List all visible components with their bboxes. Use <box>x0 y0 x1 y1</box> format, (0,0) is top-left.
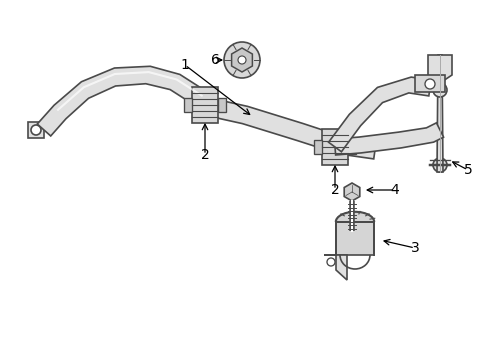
Circle shape <box>31 125 41 135</box>
Circle shape <box>327 258 335 266</box>
Circle shape <box>425 79 435 89</box>
Polygon shape <box>329 77 431 152</box>
Polygon shape <box>314 140 322 154</box>
Polygon shape <box>28 122 44 138</box>
Text: 2: 2 <box>200 148 209 162</box>
Text: 2: 2 <box>331 183 340 197</box>
Circle shape <box>433 83 447 97</box>
Polygon shape <box>324 255 347 280</box>
Text: 4: 4 <box>391 183 399 197</box>
Polygon shape <box>192 87 218 123</box>
Polygon shape <box>334 123 443 155</box>
Text: 1: 1 <box>180 58 190 72</box>
Circle shape <box>224 42 260 78</box>
Polygon shape <box>232 48 252 72</box>
Circle shape <box>238 56 246 64</box>
Polygon shape <box>344 183 360 201</box>
Text: 5: 5 <box>464 163 472 177</box>
Polygon shape <box>336 212 374 255</box>
Polygon shape <box>218 98 226 112</box>
Text: 3: 3 <box>411 241 419 255</box>
Circle shape <box>433 158 447 172</box>
Polygon shape <box>37 66 215 136</box>
Polygon shape <box>198 96 376 159</box>
Polygon shape <box>415 75 445 92</box>
Polygon shape <box>428 55 452 83</box>
Polygon shape <box>437 55 443 172</box>
Polygon shape <box>184 98 192 112</box>
Polygon shape <box>322 129 348 165</box>
Polygon shape <box>348 140 356 154</box>
Text: 6: 6 <box>211 53 220 67</box>
